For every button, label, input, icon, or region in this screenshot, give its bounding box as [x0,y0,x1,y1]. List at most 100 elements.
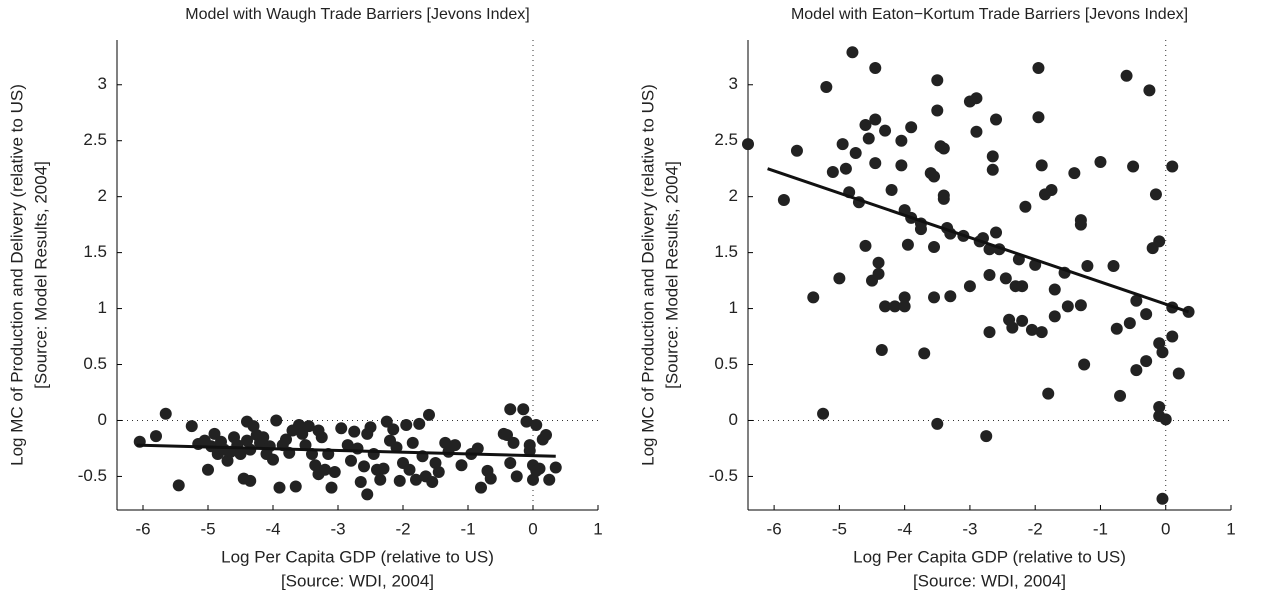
y-tick-label: 1.5 [83,242,107,261]
x-tick-label: -3 [330,519,345,538]
data-point [862,132,875,145]
data-point [263,440,276,453]
data-point [1006,321,1019,334]
data-point [931,417,944,430]
y-axis-label: [Source: Model Results, 2004] [31,161,50,389]
data-point [413,417,426,430]
data-point [1166,160,1179,173]
data-point [833,272,846,285]
data-point [990,113,1003,126]
data-point [1078,358,1091,371]
x-tick-label: -6 [767,519,782,538]
y-tick-label: -0.5 [709,466,738,485]
data-point [963,280,976,293]
data-point [888,300,901,313]
data-point [931,104,944,117]
data-point [150,430,162,443]
x-axis-label: Log Per Capita GDP (relative to US) [221,547,494,566]
data-point [875,343,888,356]
data-point [406,436,419,449]
y-tick-label: 2.5 [714,130,738,149]
data-point [504,403,517,416]
data-point [1159,413,1172,426]
y-tick-label: 2 [98,186,107,205]
data-point [859,239,872,252]
data-point [1025,323,1038,336]
data-point [1107,260,1120,273]
data-point [898,291,911,304]
data-point [533,462,546,475]
data-point [507,436,520,449]
data-point [234,448,247,461]
data-point [410,473,422,486]
x-tick-label: -1 [1093,519,1108,538]
data-point [1048,310,1061,323]
data-point [1042,387,1055,400]
data-point [777,194,790,207]
data-point [1140,308,1153,321]
data-point [1153,401,1166,414]
data-point [1130,294,1143,307]
chart-title: Model with Eaton−Kortum Trade Barriers [… [791,6,1188,23]
data-point [1016,280,1029,293]
data-point [970,92,983,105]
x-tick-label: 1 [593,519,602,538]
data-point [475,481,487,494]
data-point [859,119,872,132]
data-point [358,460,370,473]
data-point [289,480,302,493]
data-point [895,134,908,147]
data-point [869,113,882,126]
data-point [849,147,862,160]
data-point [185,420,198,433]
data-point [302,420,315,433]
data-point [1127,160,1140,173]
data-point [543,473,556,486]
data-point [1032,111,1045,124]
data-point [270,414,283,427]
data-point [1156,346,1169,359]
data-point [345,454,357,467]
x-tick-label: -1 [460,519,475,538]
x-tick-label: 0 [1161,519,1170,538]
data-point [1120,69,1133,82]
data-point [931,74,944,87]
data-point [328,465,341,478]
data-point [1143,84,1156,97]
data-point [898,300,911,313]
data-point [1032,61,1045,74]
data-point [432,465,445,478]
x-tick-label: -6 [135,519,150,538]
data-point [348,425,361,438]
data-point [928,241,941,254]
y-tick-label: 1 [729,298,738,317]
data-point [872,267,885,280]
data-point [202,463,214,476]
data-point [986,163,999,176]
y-tick-label: 3 [98,74,107,93]
x-axis-label: [Source: WDI, 2004] [281,571,434,590]
data-point [530,418,543,431]
data-point [1156,492,1169,505]
data-point [826,166,839,179]
data-point [393,474,406,487]
data-point [905,121,918,134]
data-point [1045,183,1058,196]
fit-line [136,443,556,458]
data-point [423,408,435,421]
x-tick-label: -4 [897,519,912,538]
data-point [377,462,390,475]
data-point [869,61,882,74]
data-point [400,418,413,431]
data-point [325,481,338,494]
y-tick-label: 0.5 [83,354,107,373]
data-point [1061,300,1074,313]
data-point [807,291,820,304]
data-point [354,476,367,489]
data-point [1035,326,1048,339]
data-point [937,142,950,155]
x-tick-label: -5 [200,519,215,538]
y-tick-label: 2 [729,186,738,205]
